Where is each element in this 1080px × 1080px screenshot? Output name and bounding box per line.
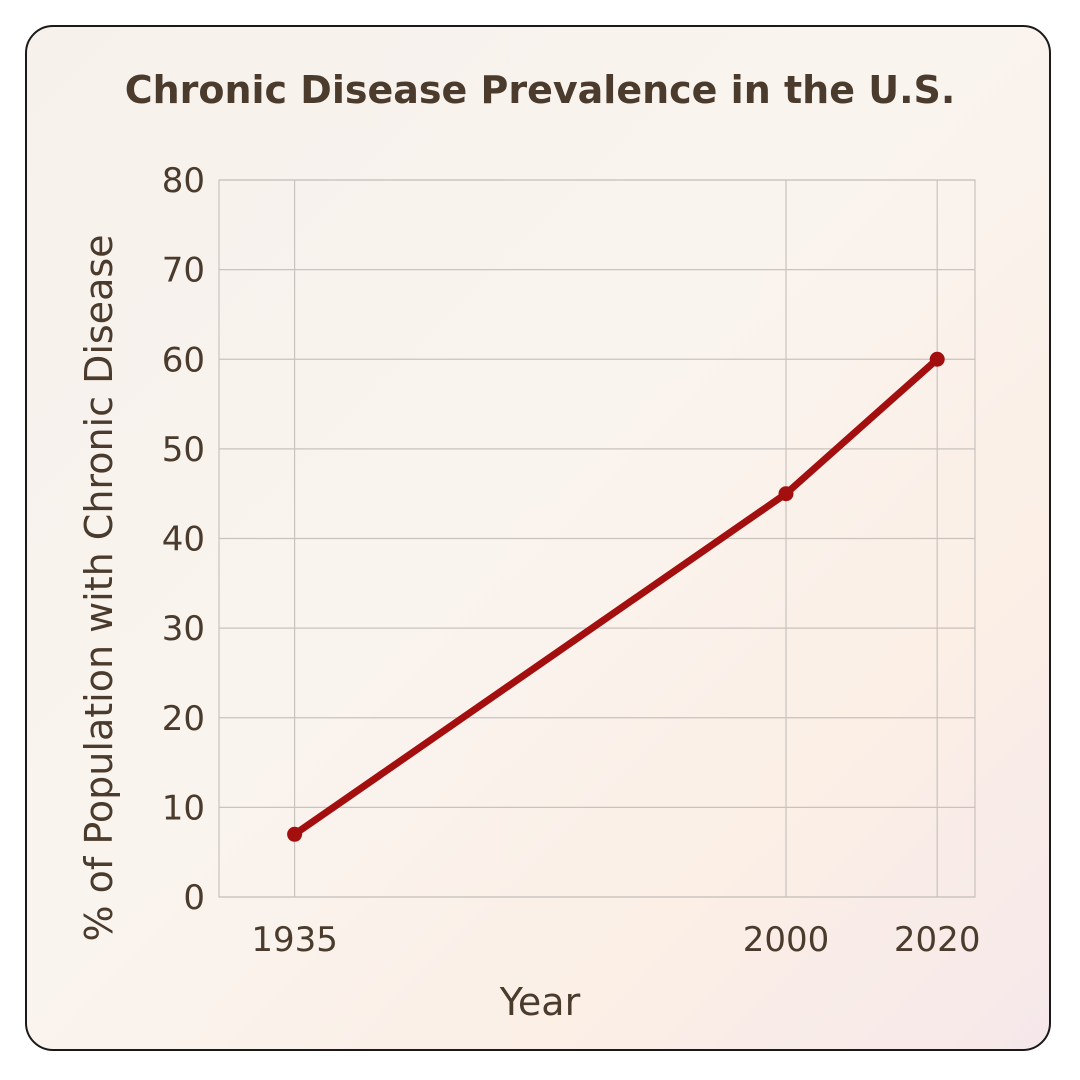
y-axis-title: % of Population with Chronic Disease xyxy=(77,234,121,941)
y-tick-label: 10 xyxy=(162,788,205,828)
y-tick-label: 0 xyxy=(183,878,205,918)
data-series xyxy=(287,351,945,842)
y-tick-label: 80 xyxy=(162,161,205,201)
y-tick-label: 70 xyxy=(162,251,205,291)
data-point xyxy=(778,486,794,502)
x-tick-label: 2020 xyxy=(894,920,981,960)
chart-title: Chronic Disease Prevalence in the U.S. xyxy=(124,68,956,112)
y-tick-label: 40 xyxy=(162,520,205,560)
y-tick-label: 60 xyxy=(162,340,205,380)
y-axis-tick-labels: 0 10 20 30 40 50 60 70 80 xyxy=(162,161,205,918)
x-axis-title: Year xyxy=(499,980,581,1024)
x-tick-label: 1935 xyxy=(251,920,338,960)
data-point xyxy=(929,351,945,367)
series-line xyxy=(291,355,941,838)
grid-lines xyxy=(218,179,976,898)
y-tick-label: 30 xyxy=(162,609,205,649)
x-tick-label: 2000 xyxy=(743,920,830,960)
x-axis-tick-labels: 1935 2000 2020 xyxy=(251,920,980,960)
data-point xyxy=(287,826,303,842)
y-tick-label: 50 xyxy=(162,430,205,470)
y-tick-label: 20 xyxy=(162,699,205,739)
